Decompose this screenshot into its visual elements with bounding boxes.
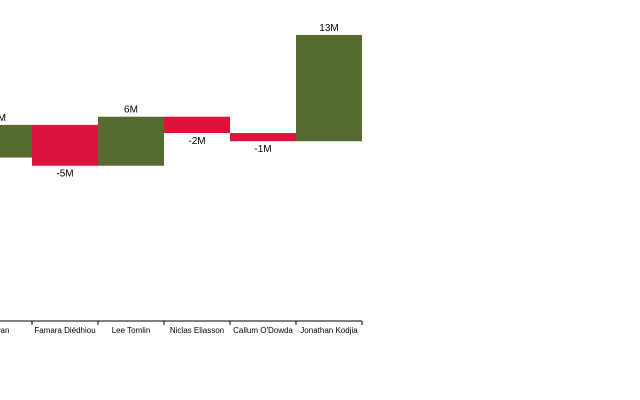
bar-1 bbox=[32, 124, 98, 166]
x-tick-label-0: Bryan bbox=[0, 326, 9, 335]
bar-3 bbox=[164, 116, 230, 134]
bar-value-label-0: 4M bbox=[0, 113, 6, 124]
bar-2 bbox=[98, 116, 164, 166]
x-tick-labels-layer: Bryan Famara Diédhiou Lee Tomlin Niclas Eli… bbox=[0, 321, 363, 335]
bar-value-label-2: 6M bbox=[124, 105, 138, 116]
value-labels-layer: 4M -5M 6M -2M -1M 13M bbox=[0, 23, 339, 180]
bar-0 bbox=[0, 124, 32, 158]
x-tick-label-5: Jonathan Kodjia bbox=[300, 326, 358, 335]
bars-layer bbox=[0, 35, 362, 166]
bar-value-label-3: -2M bbox=[188, 136, 205, 147]
x-tick-label-1: Famara Diédhiou bbox=[34, 326, 95, 335]
x-tick-label-4: Callum O'Dowda bbox=[233, 326, 293, 335]
x-tick-label-3: Niclas Eliasson bbox=[170, 326, 224, 335]
bar-5 bbox=[296, 35, 362, 142]
bar-value-label-5: 13M bbox=[319, 23, 338, 34]
bar-value-label-1: -5M bbox=[56, 169, 73, 180]
bar-4 bbox=[230, 133, 296, 142]
bar-value-label-4: -1M bbox=[254, 144, 271, 155]
x-tick-label-2: Lee Tomlin bbox=[112, 326, 151, 335]
